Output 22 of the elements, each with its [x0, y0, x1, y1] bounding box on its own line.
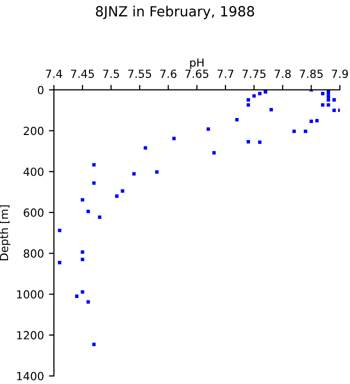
x-tick-label: 7.75 [242, 70, 266, 78]
y-tick-label: 0 [38, 86, 44, 94]
x-tick-label: 7.45 [71, 70, 94, 78]
x-tick-label: 7.85 [300, 70, 323, 78]
y-tick-label: 1400 [17, 372, 44, 380]
y-tick-label: 800 [24, 249, 44, 258]
x-axis-title: pH [190, 58, 204, 69]
y-tick-label: 400 [24, 168, 44, 176]
x-tick-label: 7.5 [103, 70, 119, 78]
y-axis-title: Depth [m] [0, 205, 10, 260]
x-tick-label: 7.6 [160, 70, 176, 78]
x-tick-label: 7.4 [46, 70, 62, 78]
x-tick-label: 7.55 [128, 70, 152, 78]
x-tick-label: 7.65 [185, 70, 208, 78]
y-tick-label: 1200 [17, 331, 44, 340]
x-tick-label: 7.8 [274, 70, 291, 78]
x-tick-label: 7.9 [332, 70, 348, 78]
chart-title: 8JNZ in February, 1988 [96, 6, 254, 20]
y-tick-label: 600 [24, 208, 44, 217]
x-tick-label: 7.7 [218, 70, 234, 78]
y-tick-label: 1000 [17, 290, 44, 299]
y-tick-label: 200 [24, 126, 44, 136]
